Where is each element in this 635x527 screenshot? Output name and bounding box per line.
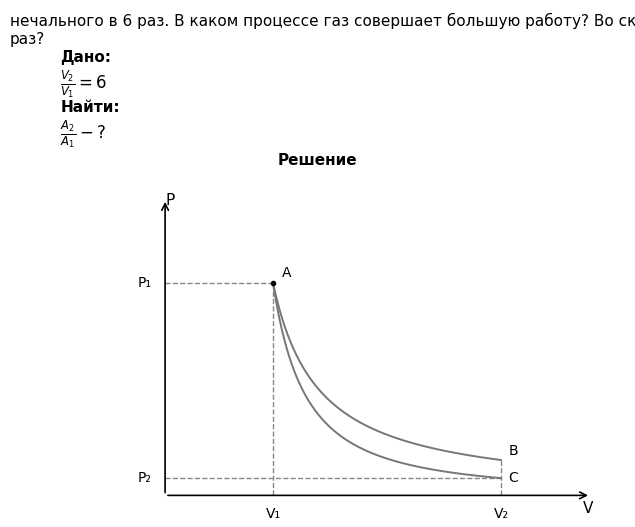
Text: раз?: раз? [10, 32, 45, 46]
Text: C: C [508, 471, 518, 485]
Text: $\frac{A_2}{A_1} - ?$: $\frac{A_2}{A_1} - ?$ [60, 119, 107, 150]
Text: V₁: V₁ [265, 506, 281, 521]
Text: P: P [165, 193, 175, 209]
Text: P₂: P₂ [138, 471, 152, 485]
Text: V: V [583, 501, 593, 516]
Text: $\frac{V_2}{V_1} = 6$: $\frac{V_2}{V_1} = 6$ [60, 69, 108, 100]
Text: Решение: Решение [277, 153, 358, 168]
Text: B: B [508, 444, 518, 458]
Text: P₁: P₁ [138, 276, 152, 290]
Text: A: A [282, 266, 291, 280]
Text: Дано:: Дано: [60, 50, 111, 65]
Text: нечального в 6 раз. В каком процессе газ совершает большую работу? Во сколько: нечального в 6 раз. В каком процессе газ… [10, 13, 635, 30]
Text: Найти:: Найти: [60, 100, 120, 115]
Text: V₂: V₂ [493, 506, 509, 521]
